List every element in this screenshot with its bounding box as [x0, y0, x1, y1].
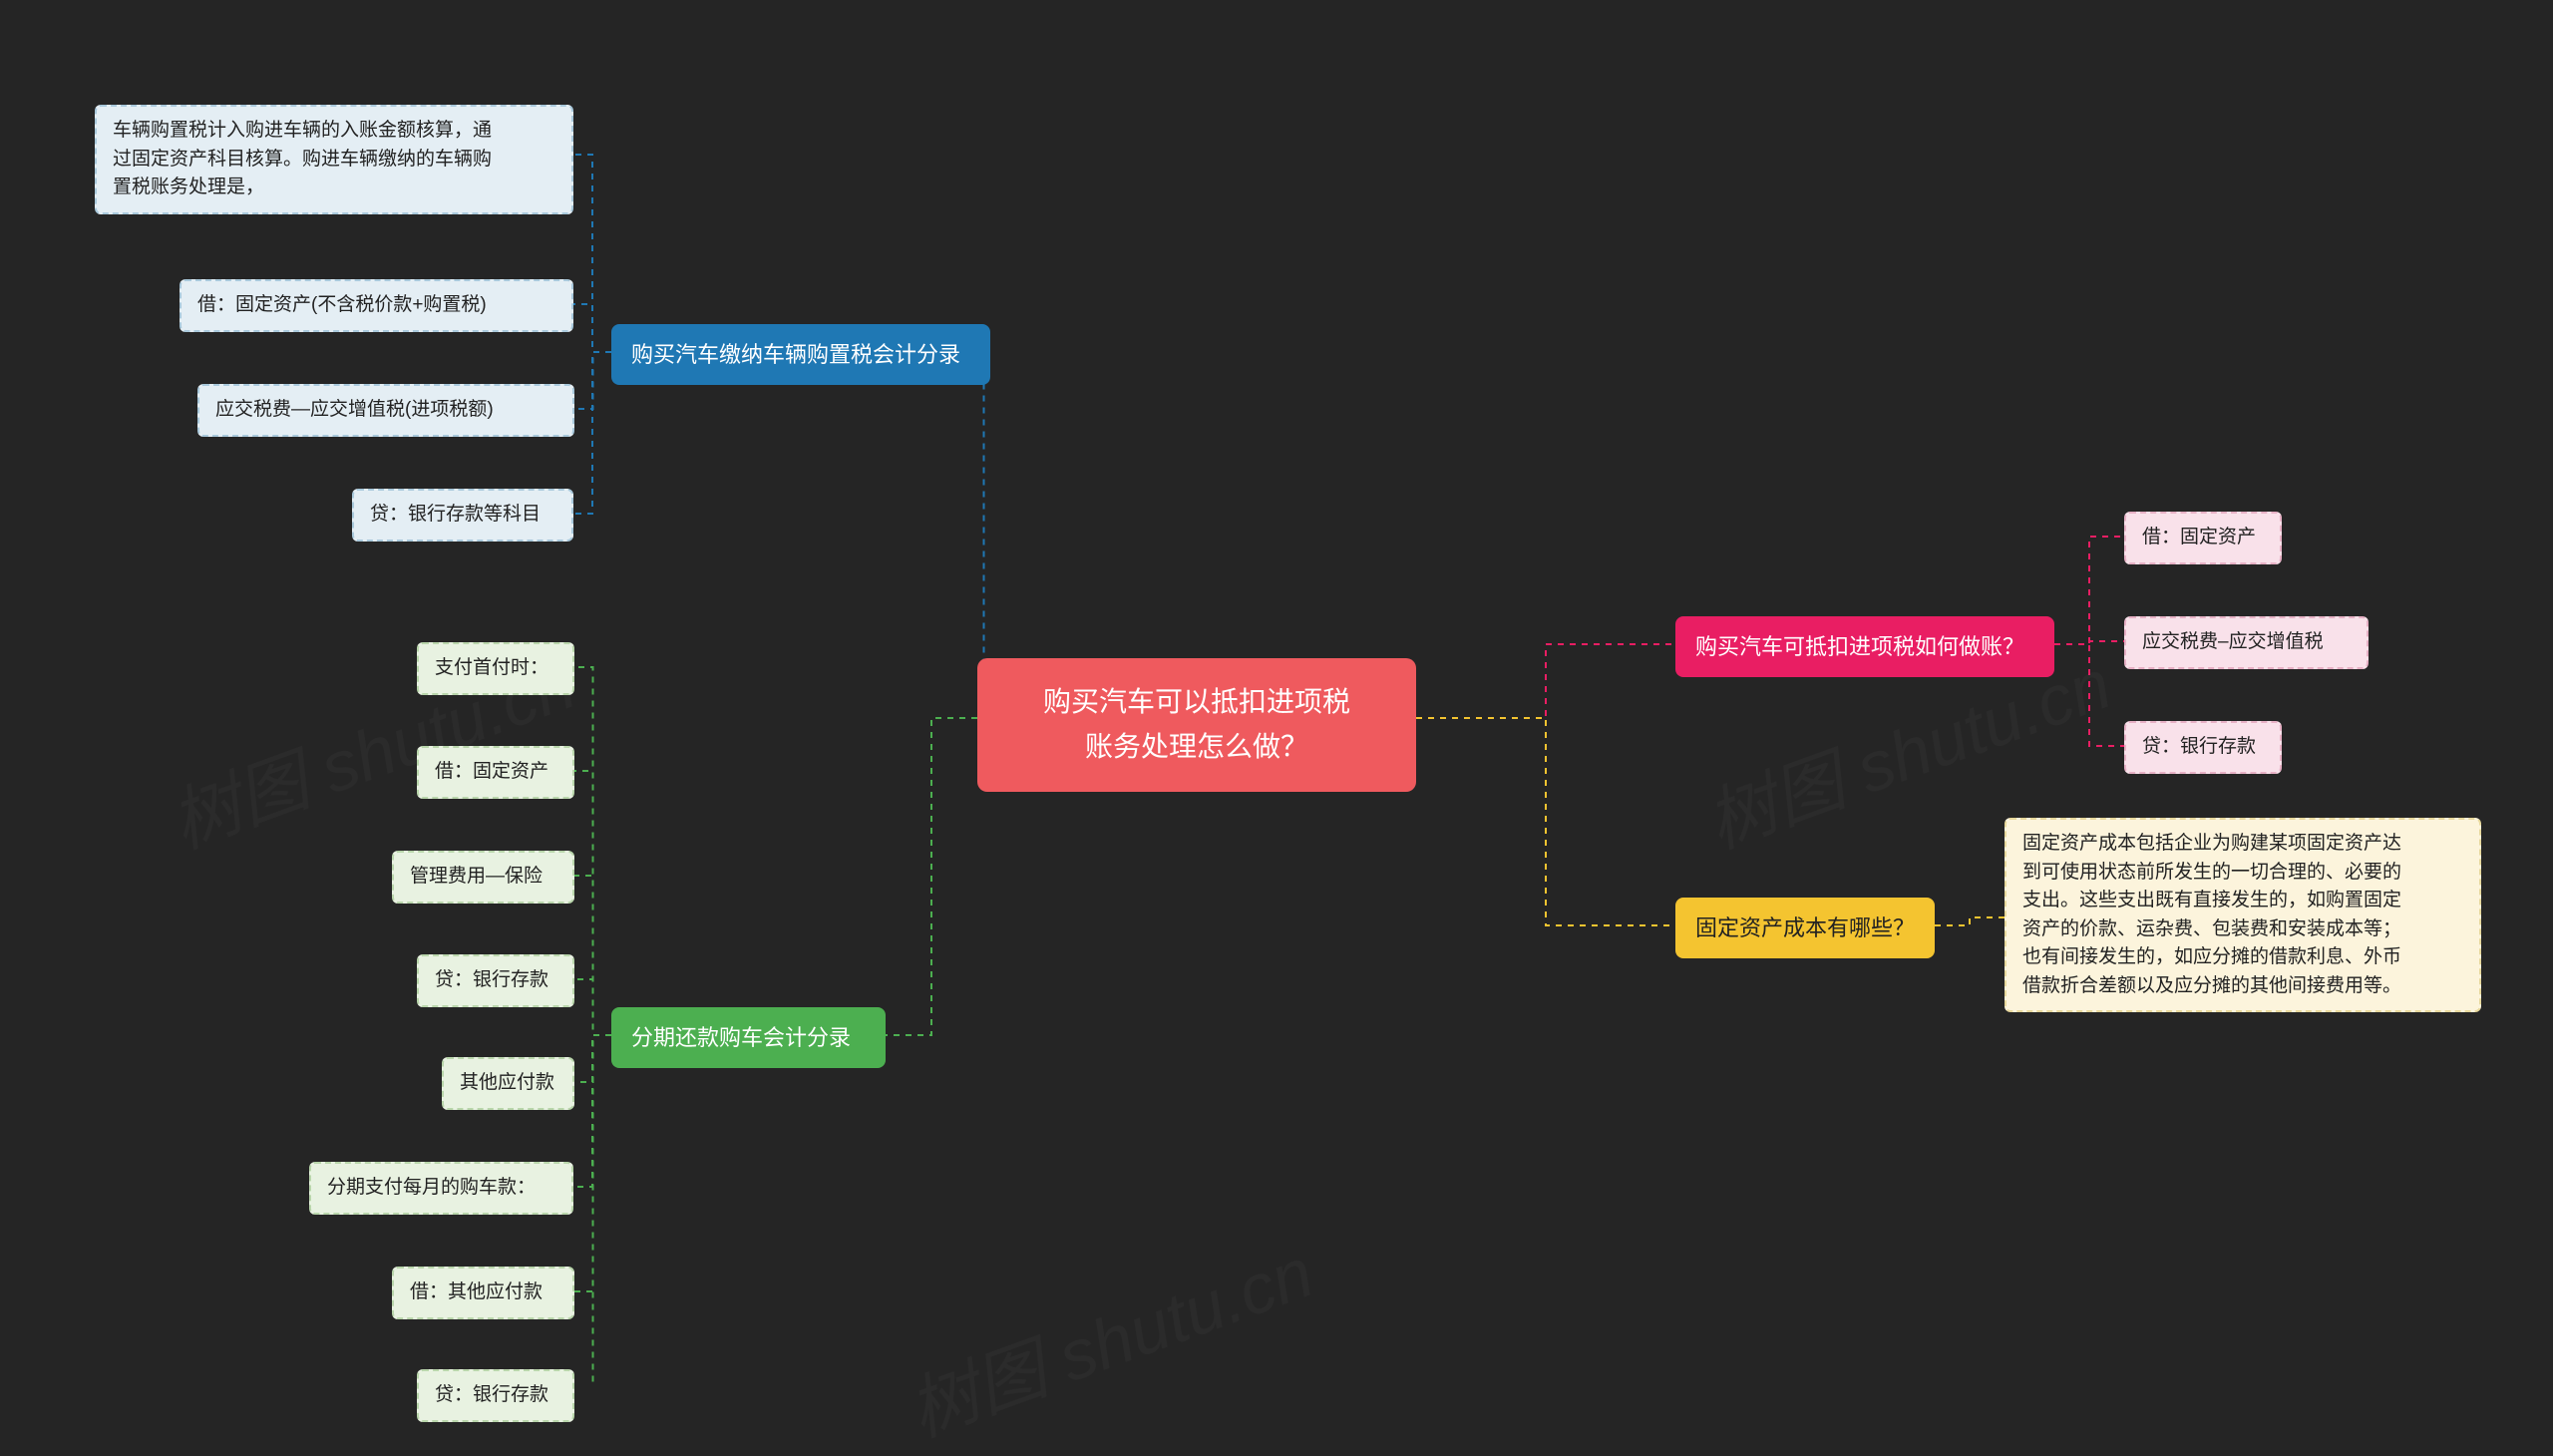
leaf-node: 借：固定资产(不含税价款+购置税) [180, 279, 573, 332]
leaf-node: 分期支付每月的购车款： [309, 1162, 573, 1215]
root-node: 购买汽车可以抵扣进项税账务处理怎么做？ [977, 658, 1416, 792]
leaf-node: 借：其他应付款 [392, 1267, 574, 1319]
leaf-node: 贷：银行存款 [417, 1369, 574, 1422]
leaf-node: 支付首付时： [417, 642, 574, 695]
leaf-node: 贷：银行存款等科目 [352, 489, 573, 542]
branch-node: 购买汽车可抵扣进项税如何做账？ [1675, 616, 2054, 677]
leaf-node: 借：固定资产 [417, 746, 574, 799]
leaf-node: 管理费用—保险 [392, 851, 574, 904]
leaf-node: 固定资产成本包括企业为购建某项固定资产达到可使用状态前所发生的一切合理的、必要的… [2005, 818, 2481, 1012]
leaf-node: 应交税费–应交增值税 [2124, 616, 2369, 669]
branch-node: 购买汽车缴纳车辆购置税会计分录 [611, 324, 990, 385]
branch-node: 固定资产成本有哪些？ [1675, 898, 1935, 958]
leaf-node: 贷：银行存款 [417, 954, 574, 1007]
leaf-node: 借：固定资产 [2124, 512, 2282, 564]
branch-node: 分期还款购车会计分录 [611, 1007, 886, 1068]
leaf-node: 其他应付款 [442, 1057, 574, 1110]
watermark: 树图 shutu.cn [894, 1218, 1325, 1456]
leaf-node: 车辆购置税计入购进车辆的入账金额核算，通过固定资产科目核算。购进车辆缴纳的车辆购… [95, 105, 573, 214]
leaf-node: 贷：银行存款 [2124, 721, 2282, 774]
leaf-node: 应交税费—应交增值税(进项税额) [197, 384, 574, 437]
